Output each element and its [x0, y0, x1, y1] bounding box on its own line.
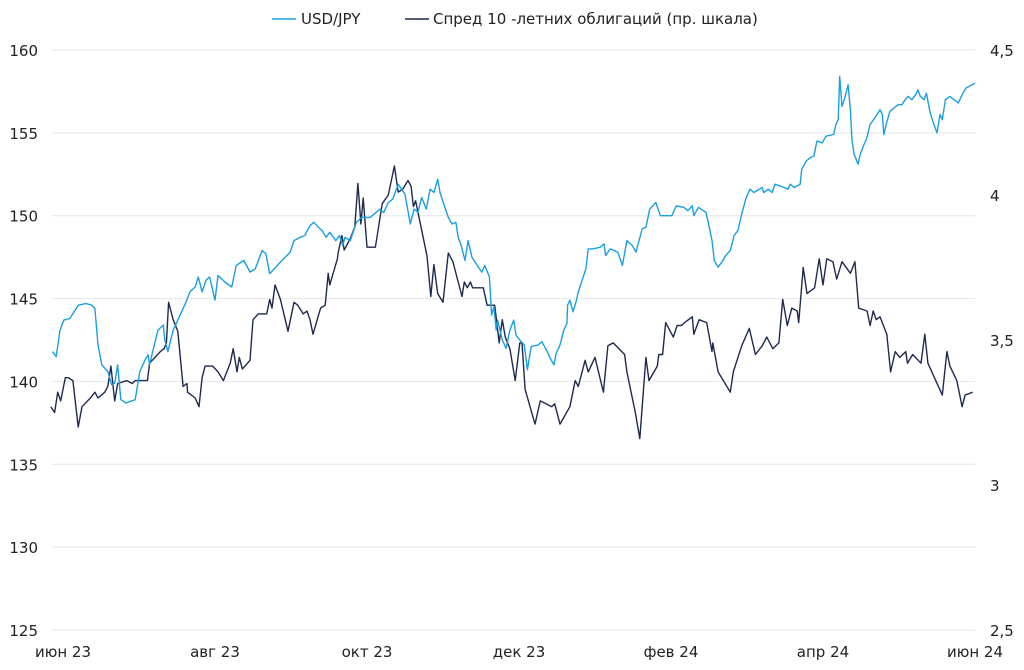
series-line-usdjpy [51, 75, 976, 404]
x-tick-label: июн 24 [947, 643, 1003, 661]
right-tick-label: 4 [990, 187, 1000, 205]
left-tick-label: 135 [9, 456, 38, 474]
x-tick-label: фев 24 [644, 643, 699, 661]
legend-label-usdjpy: USD/JPY [301, 10, 361, 28]
legend: USD/JPY Спред 10 -летних облигаций (пр. … [272, 10, 758, 28]
left-tick-label: 125 [9, 622, 38, 640]
legend-label-spread: Спред 10 -летних облигаций (пр. шкала) [433, 10, 758, 28]
left-tick-label: 145 [9, 291, 38, 309]
x-tick-label: дек 23 [493, 643, 546, 661]
left-tick-label: 140 [9, 373, 38, 391]
x-tick-label: июн 23 [35, 643, 91, 661]
right-tick-label: 4,5 [990, 42, 1014, 60]
right-tick-label: 3 [990, 477, 1000, 495]
x-tick-label: авг 23 [190, 643, 240, 661]
right-tick-label: 3,5 [990, 332, 1014, 350]
gridlines [52, 49, 975, 631]
right-tick-label: 2,5 [990, 622, 1014, 640]
right-axis-ticks: 2,5 3 3,5 4 4,5 [990, 42, 1014, 640]
left-tick-label: 160 [9, 42, 38, 60]
x-tick-label: апр 24 [797, 643, 849, 661]
x-tick-label: окт 23 [342, 643, 393, 661]
left-tick-label: 130 [9, 539, 38, 557]
x-axis-ticks: июн 23 авг 23 окт 23 дек 23 фев 24 апр 24 июн … [35, 643, 1003, 661]
series-line-spread [50, 165, 973, 440]
left-tick-label: 155 [9, 125, 38, 143]
left-tick-label: 150 [9, 208, 38, 226]
left-axis-ticks: 125 130 135 140 145 150 155 160 [9, 42, 38, 640]
series-lines [50, 75, 976, 440]
